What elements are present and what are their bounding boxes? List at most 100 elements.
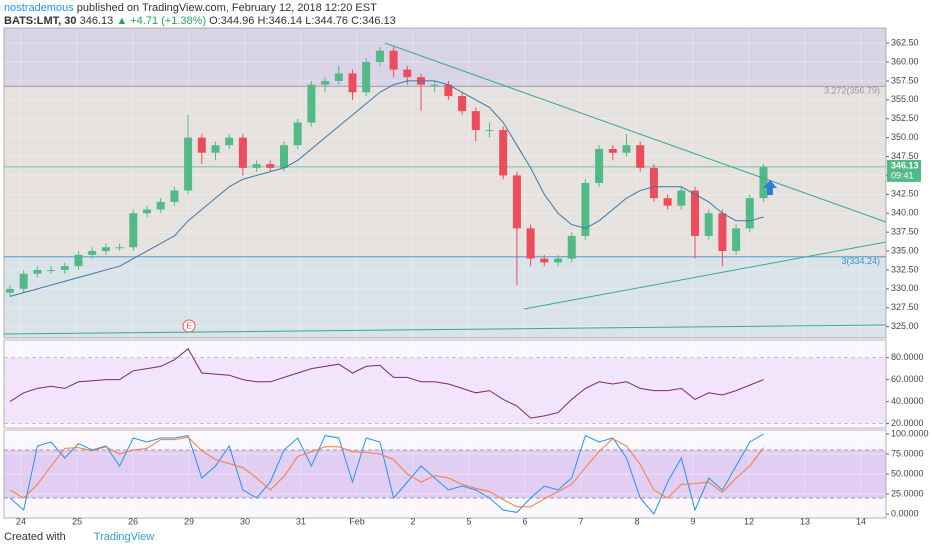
low: L:344.76 <box>305 15 349 27</box>
y-tick-label: 325.00 <box>891 321 919 331</box>
y-tick-label: 50.0000 <box>891 468 924 478</box>
candle-body <box>88 251 97 255</box>
x-tick-label: 14 <box>856 516 866 526</box>
x-tick-label: 13 <box>800 516 810 526</box>
candle-body <box>403 69 412 78</box>
candle-body <box>170 190 179 202</box>
pane-border <box>3 339 887 429</box>
x-tick-label: 9 <box>690 516 695 526</box>
author: nostrademous <box>4 2 74 14</box>
y-tick-label: 362.50 <box>891 37 919 47</box>
candle-body <box>293 122 302 146</box>
candle-body <box>485 130 494 132</box>
candle-body <box>321 80 330 85</box>
candle-body <box>663 198 672 206</box>
x-tick-label: 7 <box>578 516 583 526</box>
x-tick-label: 31 <box>296 516 306 526</box>
created-with: Created with <box>4 531 66 543</box>
close: C:346.13 <box>351 15 396 27</box>
candle-body <box>47 269 56 271</box>
candle-body <box>60 266 69 270</box>
y-tick-label: 60.0000 <box>891 374 924 384</box>
candle-body <box>567 235 576 259</box>
y-tick-label: 360.00 <box>891 56 919 66</box>
candle-body <box>307 84 316 123</box>
pane-border <box>3 27 887 339</box>
candle-body <box>458 96 467 112</box>
zone-upper <box>4 28 886 87</box>
candle-body <box>6 288 14 293</box>
chart: E 325.00 327.50 330.00 332.50 335.00 337.50 34… <box>3 27 929 526</box>
header: nostrademous published on TradingView.co… <box>4 2 396 28</box>
candle-body <box>732 228 741 252</box>
candle-body <box>622 145 631 153</box>
y-tick-label: 350.00 <box>891 132 919 142</box>
candle-body <box>19 273 28 289</box>
y-tick-label: 327.50 <box>891 302 919 312</box>
event-label: E <box>186 322 191 331</box>
x-tick-label: 24 <box>16 516 26 526</box>
quote-line: BATS:LMT, 30 346.13 ▲ +4.71 (+1.38%) O:3… <box>4 15 396 28</box>
rsi-line <box>9 348 764 419</box>
candle-body <box>225 137 234 146</box>
candle-body <box>74 254 83 267</box>
y-tick-label: 40.0000 <box>891 396 924 406</box>
candle-body <box>348 73 357 93</box>
candle-body <box>101 247 110 252</box>
candle-body <box>499 130 508 176</box>
x-tick-label: 5 <box>466 516 471 526</box>
axes: 325.00 327.50 330.00 332.50 335.00 337.50 340.… <box>16 37 929 526</box>
candle-body <box>636 145 645 168</box>
candle-body <box>718 213 727 252</box>
y-tick-label: 337.50 <box>891 227 919 237</box>
candle-body <box>156 201 165 210</box>
y-tick-label: 25.0000 <box>891 488 924 498</box>
candle-body <box>554 258 562 263</box>
candle-body <box>430 84 439 86</box>
backgrounds <box>3 27 887 519</box>
y-tick-label: 332.50 <box>891 264 919 274</box>
candle-body <box>334 73 343 81</box>
trend-lines <box>3 42 887 335</box>
y-tick-label: 100.0000 <box>891 428 929 438</box>
x-tick-label: 2 <box>410 516 415 526</box>
y-tick-label: 20.0000 <box>891 418 924 428</box>
candle-body <box>471 111 480 131</box>
stoch-line <box>9 433 764 515</box>
candle-body <box>691 190 699 236</box>
last: 346.13 <box>79 15 114 27</box>
y-tick-label: 0.0000 <box>891 508 919 518</box>
last-price-time: 09:41 <box>891 170 914 180</box>
candle-body <box>129 213 138 248</box>
level-label: 3.272(356.79) <box>824 86 880 96</box>
y-tick-label: 80.0000 <box>891 352 924 362</box>
y-tick-label: 340.00 <box>891 208 919 218</box>
candle-body <box>33 269 42 274</box>
candle-body <box>375 50 384 63</box>
candle-body <box>745 198 754 229</box>
candle-body <box>444 84 453 97</box>
y-tick-label: 355.00 <box>891 94 919 104</box>
candle-body <box>266 164 275 168</box>
level-label: 3(334.24) <box>841 256 880 266</box>
y-tick-label: 342.50 <box>891 189 919 199</box>
candle-body <box>649 167 658 199</box>
published: published on TradingView.com, February 1… <box>76 2 377 14</box>
brand: TradingView <box>93 531 155 543</box>
candle-body <box>280 145 288 168</box>
candle-body <box>581 183 590 236</box>
open: O:344.96 <box>209 15 255 27</box>
candle-body <box>211 145 220 153</box>
candle-body <box>595 148 604 183</box>
footer: Created with TradingView <box>4 531 154 543</box>
change: ▲ +4.71 (+1.38%) <box>116 15 207 27</box>
candle-body <box>238 137 247 168</box>
x-tick-label: 12 <box>744 516 754 526</box>
zone-lower <box>4 256 886 338</box>
x-tick-label: 25 <box>72 516 82 526</box>
publish-line: nostrademous published on TradingView.co… <box>4 2 396 15</box>
candle-body <box>759 166 768 199</box>
x-tick-label: 26 <box>128 516 138 526</box>
x-tick-label: Feb <box>349 516 365 526</box>
